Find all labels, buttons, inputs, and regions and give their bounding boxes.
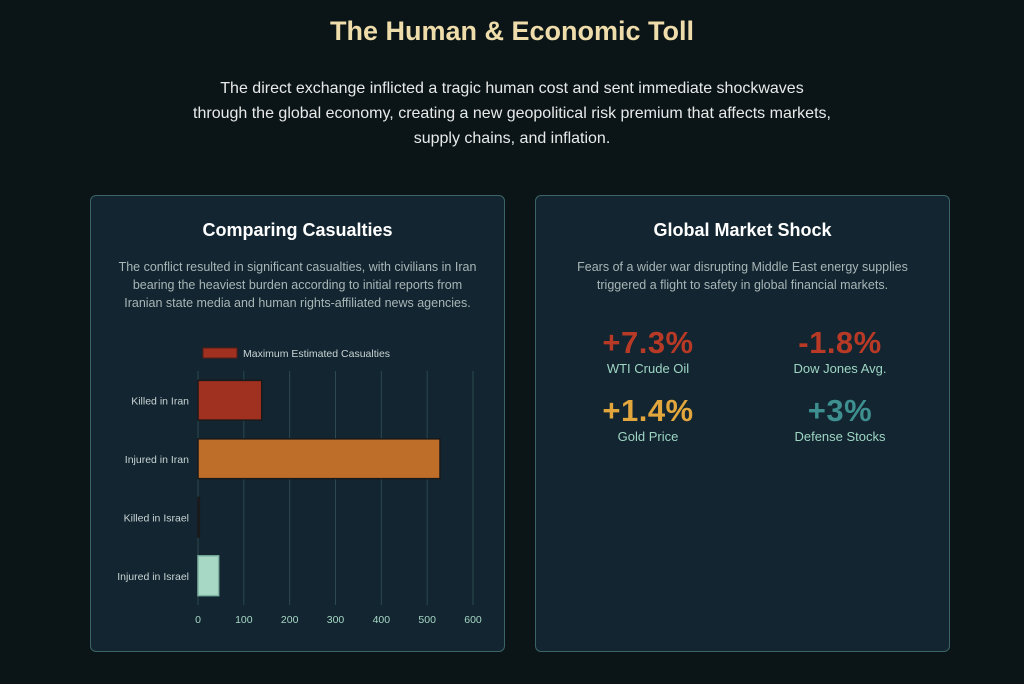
category-label: Injured in Iran <box>125 454 189 466</box>
market-card-title: Global Market Shock <box>653 220 832 240</box>
x-tick-label: 500 <box>418 614 436 626</box>
metric-oil-label: WTI Crude Oil <box>606 361 690 376</box>
casualties-card: Comparing Casualties The conflict result… <box>90 195 505 652</box>
casualties-chart: Maximum Estimated Casualties 0 100 200 300 40… <box>117 347 482 626</box>
metric-dow-label: Dow Jones Avg. <box>793 361 887 376</box>
metric-defense: +3% Defense Stocks <box>740 394 940 446</box>
page-title: The Human & Economic Toll <box>329 16 695 46</box>
category-label: Killed in Israel <box>124 512 189 524</box>
legend-swatch <box>202 347 238 359</box>
page-intro: The direct exchange inflicted a tragic h… <box>193 80 831 147</box>
chart-legend: Maximum Estimated Casualties <box>202 347 390 360</box>
metric-oil: +7.3% WTI Crude Oil <box>548 326 748 378</box>
x-tick-label: 0 <box>195 614 201 626</box>
metric-dow: -1.8% Dow Jones Avg. <box>740 326 940 378</box>
casualties-card-description: The conflict resulted in significant cas… <box>118 260 477 310</box>
x-tick-label: 100 <box>235 614 253 626</box>
market-card-description: Fears of a wider war disrupting Middle E… <box>577 260 908 292</box>
category-label: Killed in Iran <box>131 395 189 407</box>
x-tick-label: 400 <box>373 614 391 626</box>
metric-gold-label: Gold Price <box>617 429 679 444</box>
metric-gold-value: +1.4% <box>602 393 694 428</box>
category-label: Injured in Israel <box>117 571 189 583</box>
metric-gold: +1.4% Gold Price <box>548 394 748 446</box>
x-tick-label: 200 <box>281 614 299 626</box>
casualties-card-title: Comparing Casualties <box>202 220 393 240</box>
metric-dow-value: -1.8% <box>798 325 882 360</box>
bar <box>197 379 263 421</box>
bar <box>197 496 201 538</box>
metric-defense-value: +3% <box>807 393 873 428</box>
bar <box>197 555 220 597</box>
bar <box>197 438 441 480</box>
market-card: Global Market Shock Fears of a wider war… <box>535 195 950 652</box>
x-tick-label: 300 <box>327 614 345 626</box>
legend-label: Maximum Estimated Casualties <box>243 348 390 360</box>
metric-oil-value: +7.3% <box>602 325 694 360</box>
metric-defense-label: Defense Stocks <box>794 429 886 444</box>
x-tick-label: 600 <box>464 614 482 626</box>
